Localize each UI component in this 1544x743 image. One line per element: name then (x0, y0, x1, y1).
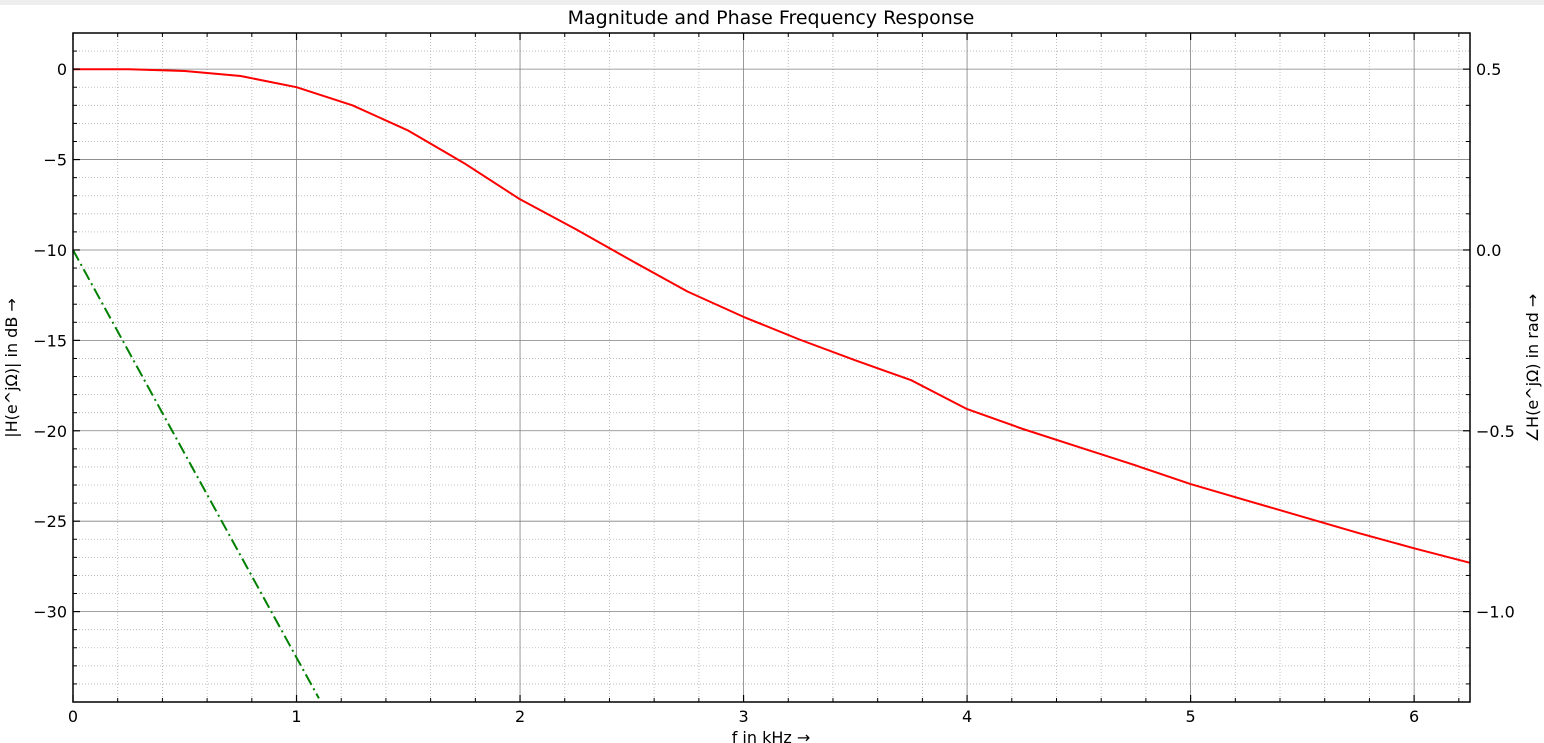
top-bar (0, 0, 1544, 5)
y-axis-right-title: ∠H(e^jΩ) in rad → (1523, 294, 1542, 443)
phase-series-line (72, 249, 320, 699)
major-grid (72, 33, 1470, 702)
x-tick-label: 2 (515, 707, 525, 726)
y-left-tick-label: 0 (57, 60, 67, 79)
y-left-tick-label: −5 (43, 151, 67, 170)
y-axis-left-title: |H(e^jΩ)| in dB → (2, 298, 21, 438)
plot-frame (72, 32, 1471, 703)
y-left-tick-label: −10 (33, 241, 67, 260)
y-right-tick-label: −0.5 (1476, 422, 1515, 441)
y-left-tick-label: −20 (33, 422, 67, 441)
chart-title: Magnitude and Phase Frequency Response (568, 7, 975, 29)
minor-grid (73, 32, 1470, 702)
x-tick-label: 0 (68, 707, 78, 726)
y-left-tick-label: −30 (33, 603, 67, 622)
x-tick-label: 5 (1186, 707, 1196, 726)
series-layer (72, 68, 1471, 699)
ticks-layer: 0 1 2 3 4 5 6 0 −5 −10 −15 −20 −25 −30 0.5 0.0 −0.5 −1.0 (33, 32, 1515, 726)
x-tick-label: 3 (738, 707, 748, 726)
y-right-tick-label: 0.5 (1476, 60, 1501, 79)
x-tick-label: 4 (962, 707, 972, 726)
x-tick-label: 1 (291, 707, 301, 726)
y-left-tick-label: −25 (33, 512, 67, 531)
y-right-tick-label: 0.0 (1476, 241, 1501, 260)
y-left-tick-label: −15 (33, 331, 67, 350)
x-axis-title: f in kHz → (732, 728, 811, 743)
y-right-tick-label: −1.0 (1476, 603, 1515, 622)
magnitude-series-line (72, 68, 1471, 564)
x-tick-label: 6 (1409, 707, 1419, 726)
